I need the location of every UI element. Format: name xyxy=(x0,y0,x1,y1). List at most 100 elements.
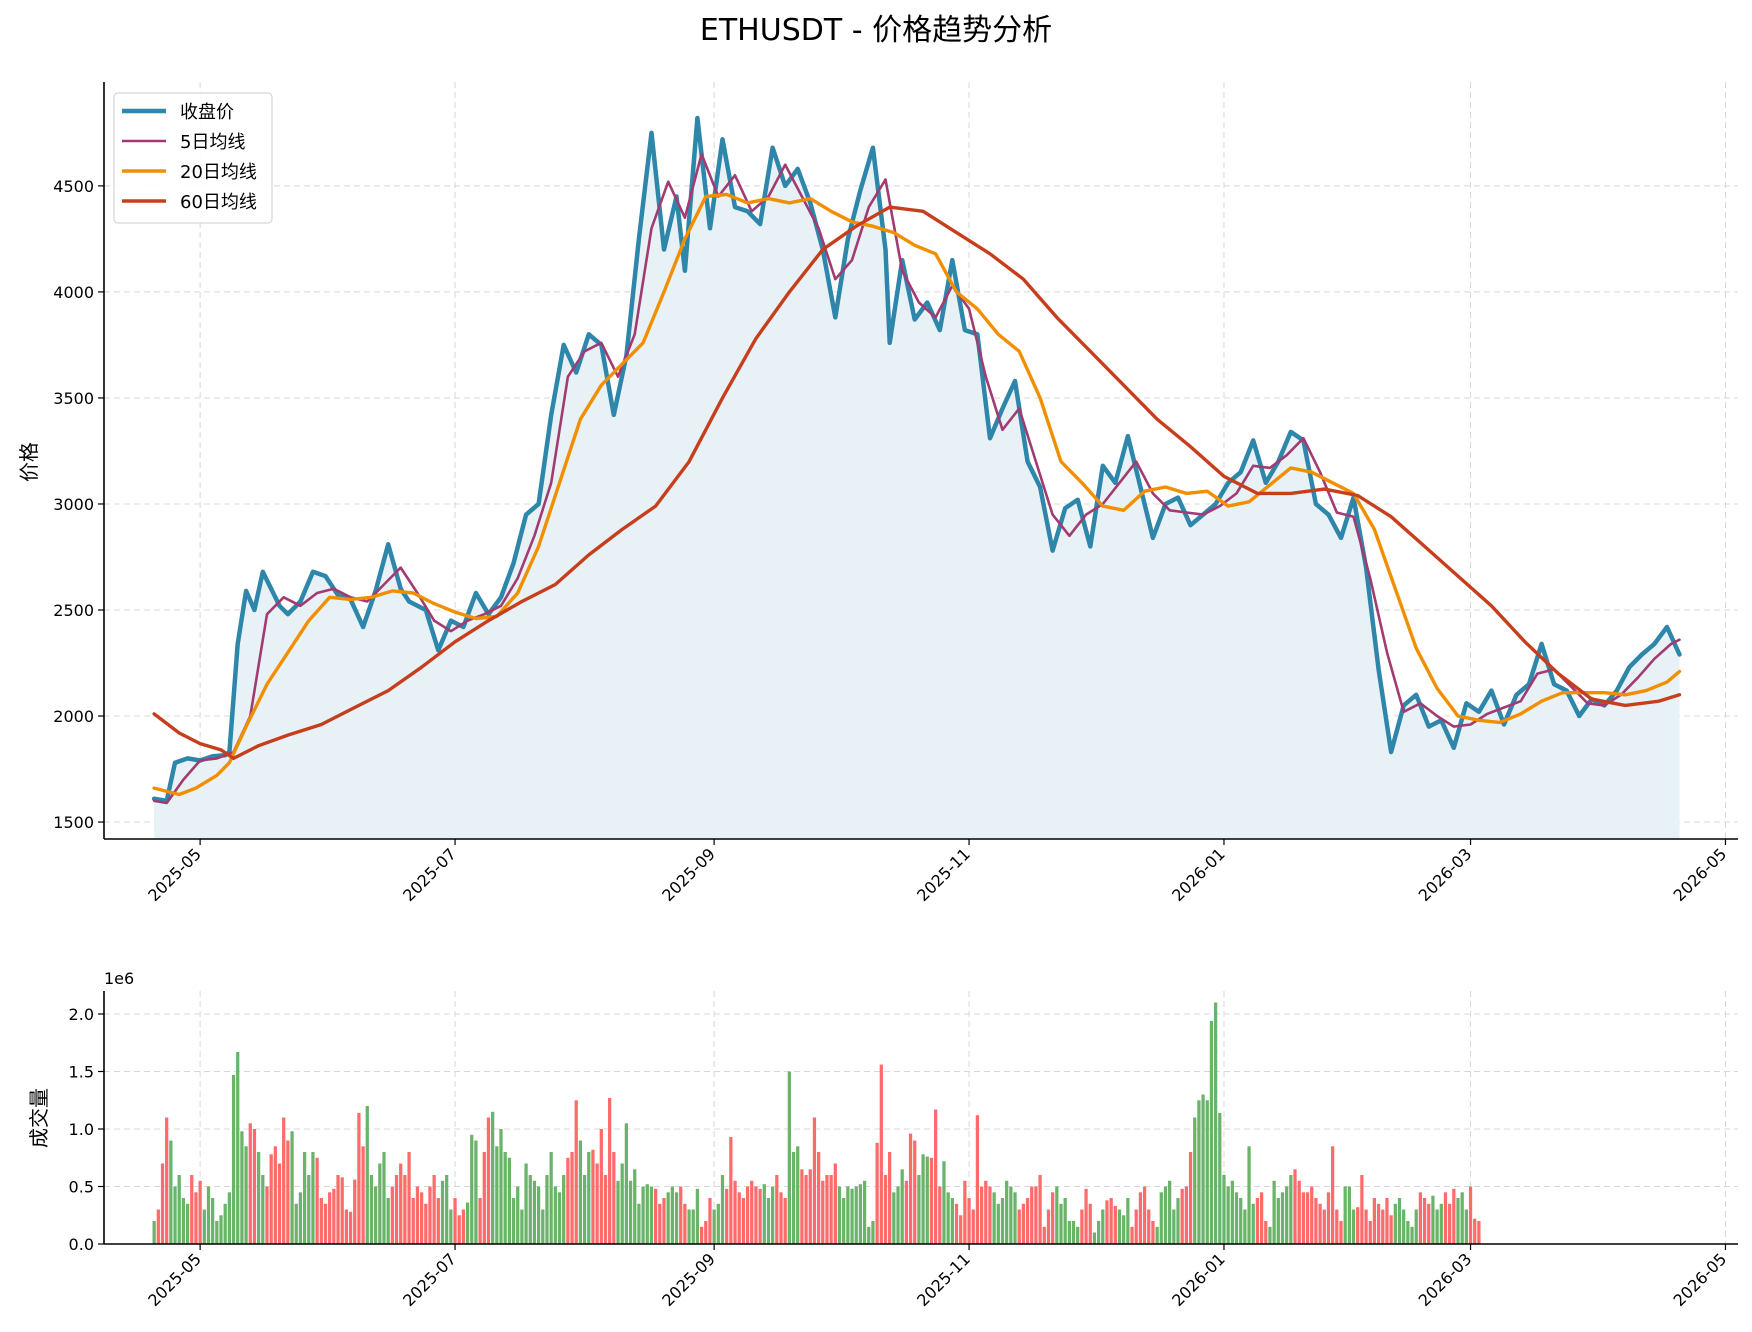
volume-bar xyxy=(282,1117,286,1244)
volume-bar xyxy=(1080,1209,1084,1244)
volume-bar xyxy=(223,1203,227,1245)
volume-bar xyxy=(1322,1209,1326,1244)
volume-bar xyxy=(1005,1180,1009,1245)
volume-bar xyxy=(1197,1100,1201,1245)
volume-bar xyxy=(399,1163,403,1244)
volume-bar xyxy=(821,1180,825,1245)
volume-bar xyxy=(1255,1198,1260,1244)
volume-bar xyxy=(348,1211,353,1244)
volume-bar xyxy=(842,1198,846,1244)
volume-bars xyxy=(152,1002,1481,1245)
volume-bar xyxy=(913,1140,917,1244)
volume-x-ticks: 2025-05 2025-07 2025-09 2025-11 2026-01 2026-… xyxy=(144,1244,1730,1310)
volume-bar xyxy=(1318,1203,1322,1245)
price-x-tick-label: 2026-03 xyxy=(1415,844,1476,905)
volume-bar xyxy=(1155,1226,1159,1245)
volume-bar xyxy=(662,1198,666,1244)
volume-bar xyxy=(173,1186,177,1244)
volume-bar xyxy=(302,1152,307,1244)
volume-bar xyxy=(386,1198,390,1244)
volume-bar xyxy=(1180,1188,1184,1244)
volume-panel: 0.00.51.01.52.0 2025-05 2025-07 2025-09 202… xyxy=(27,969,1738,1310)
price-y-tick-label: 4500 xyxy=(53,177,94,196)
volume-bar xyxy=(704,1221,708,1244)
volume-bar xyxy=(1418,1192,1423,1245)
volume-bar xyxy=(888,1152,892,1244)
volume-bar xyxy=(445,1175,449,1244)
volume-bar xyxy=(549,1152,553,1244)
volume-bar xyxy=(1193,1117,1197,1244)
volume-bar xyxy=(202,1209,206,1244)
volume-bar xyxy=(741,1198,746,1244)
volume-bar xyxy=(319,1198,323,1244)
volume-bar xyxy=(244,1146,248,1245)
volume-bar xyxy=(160,1163,165,1244)
volume-bar xyxy=(608,1098,612,1244)
volume-bar xyxy=(963,1180,967,1245)
volume-bar xyxy=(599,1129,603,1244)
volume-bar xyxy=(1314,1198,1318,1244)
volume-bar xyxy=(825,1175,829,1244)
volume-bar xyxy=(394,1175,399,1244)
volume-bar xyxy=(1468,1186,1473,1244)
volume-bar xyxy=(1046,1209,1051,1244)
volume-bar xyxy=(1368,1221,1372,1244)
volume-bar xyxy=(553,1186,557,1244)
volume-bar xyxy=(921,1154,925,1244)
volume-bar xyxy=(486,1117,491,1244)
volume-bar xyxy=(374,1186,378,1244)
volume-bar xyxy=(1059,1203,1063,1245)
volume-bar xyxy=(1406,1221,1410,1244)
volume-bar xyxy=(495,1146,499,1245)
volume-bar xyxy=(837,1186,842,1244)
volume-bar xyxy=(779,1192,783,1245)
volume-bar xyxy=(231,1075,236,1244)
volume-bar xyxy=(516,1186,520,1244)
volume-bar xyxy=(465,1202,470,1244)
volume-bar xyxy=(256,1152,261,1244)
volume-bar xyxy=(1272,1180,1276,1245)
volume-bar xyxy=(833,1163,837,1244)
volume-bar xyxy=(1142,1186,1147,1244)
volume-bar xyxy=(453,1198,457,1244)
volume-bar xyxy=(691,1209,695,1244)
volume-bar xyxy=(649,1186,654,1244)
volume-bar xyxy=(507,1157,511,1245)
volume-bar xyxy=(528,1175,532,1244)
volume-bar xyxy=(1247,1146,1251,1245)
volume-bar xyxy=(1364,1209,1368,1244)
volume-bar xyxy=(616,1180,620,1245)
volume-bar xyxy=(971,1209,975,1244)
volume-bar xyxy=(478,1198,482,1244)
volume-bar xyxy=(198,1180,202,1245)
volume-bar xyxy=(1134,1209,1138,1244)
volume-bar xyxy=(1096,1221,1101,1244)
volume-x-tick-label: 2025-09 xyxy=(658,1249,719,1310)
volume-bar xyxy=(687,1209,691,1244)
close-price-line xyxy=(151,115,1682,804)
volume-bar xyxy=(720,1175,725,1244)
volume-bar xyxy=(674,1192,679,1245)
volume-bar xyxy=(328,1192,332,1245)
volume-bar xyxy=(699,1226,704,1245)
volume-bar xyxy=(762,1184,766,1244)
volume-bar xyxy=(992,1192,996,1245)
volume-bar xyxy=(850,1188,854,1244)
volume-bar xyxy=(1448,1203,1452,1245)
volume-y-tick-label: 1.5 xyxy=(69,1063,94,1082)
volume-bar xyxy=(708,1198,712,1244)
volume-bar xyxy=(1230,1180,1234,1245)
volume-offset-label: 1e6 xyxy=(104,969,134,988)
volume-bar xyxy=(499,1129,503,1244)
volume-bar xyxy=(353,1179,357,1244)
volume-bar xyxy=(424,1203,428,1245)
volume-bar xyxy=(879,1064,883,1244)
volume-bar xyxy=(862,1180,867,1245)
volume-bar xyxy=(808,1169,812,1245)
volume-bar xyxy=(1159,1192,1163,1245)
volume-bar xyxy=(1335,1209,1339,1244)
volume-bar xyxy=(1285,1186,1289,1244)
volume-bar xyxy=(1435,1209,1439,1244)
volume-bar xyxy=(169,1140,173,1244)
volume-bar xyxy=(587,1152,591,1244)
